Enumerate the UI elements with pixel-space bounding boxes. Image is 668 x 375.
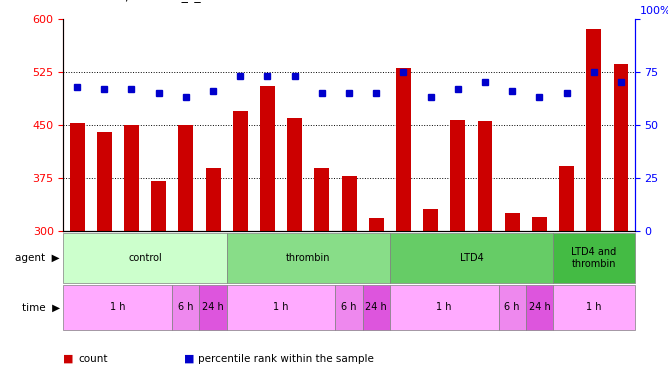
Bar (232, 111, 248, 231)
Bar (587, 29, 601, 231)
Text: 1 h: 1 h (586, 303, 602, 312)
Bar (341, 176, 357, 231)
Bar (260, 86, 275, 231)
Bar (69, 123, 85, 231)
Text: 100%: 100% (640, 6, 668, 16)
Text: LTD4 and
thrombin: LTD4 and thrombin (571, 247, 617, 268)
Bar (287, 118, 302, 231)
Text: time  ▶: time ▶ (22, 303, 60, 312)
Text: thrombin: thrombin (286, 253, 331, 263)
Text: agent  ▶: agent ▶ (15, 253, 60, 263)
Text: 24 h: 24 h (528, 303, 550, 312)
Text: GDS1926 / 203972_s_at: GDS1926 / 203972_s_at (63, 0, 214, 2)
Bar (553, 232, 635, 283)
Text: LTD4: LTD4 (460, 253, 483, 263)
Bar (63, 232, 226, 283)
Bar (363, 285, 390, 330)
Bar (450, 120, 466, 231)
Bar (200, 285, 226, 330)
Text: 1 h: 1 h (273, 303, 289, 312)
Bar (369, 218, 383, 231)
Text: 6 h: 6 h (504, 303, 520, 312)
Text: ■: ■ (184, 354, 194, 364)
Text: 6 h: 6 h (178, 303, 194, 312)
Bar (206, 168, 220, 231)
Text: 1 h: 1 h (436, 303, 452, 312)
Text: 1 h: 1 h (110, 303, 126, 312)
Bar (390, 285, 498, 330)
Text: count: count (78, 354, 108, 364)
Bar (498, 285, 526, 330)
Text: control: control (128, 253, 162, 263)
Bar (97, 132, 112, 231)
Bar (553, 285, 635, 330)
Bar (226, 285, 335, 330)
Bar (423, 209, 438, 231)
Text: 6 h: 6 h (341, 303, 357, 312)
Bar (226, 232, 390, 283)
Bar (396, 68, 411, 231)
Bar (390, 232, 553, 283)
Text: ■: ■ (63, 354, 74, 364)
Bar (63, 285, 172, 330)
Bar (478, 121, 492, 231)
Bar (151, 181, 166, 231)
Bar (532, 216, 547, 231)
Text: percentile rank within the sample: percentile rank within the sample (198, 354, 374, 364)
Bar (172, 285, 200, 330)
Bar (315, 168, 329, 231)
Text: 24 h: 24 h (365, 303, 387, 312)
Bar (178, 125, 193, 231)
Bar (335, 285, 363, 330)
Bar (526, 285, 553, 330)
Bar (505, 213, 520, 231)
Bar (124, 125, 139, 231)
Bar (559, 166, 574, 231)
Bar (613, 64, 629, 231)
Text: 24 h: 24 h (202, 303, 224, 312)
